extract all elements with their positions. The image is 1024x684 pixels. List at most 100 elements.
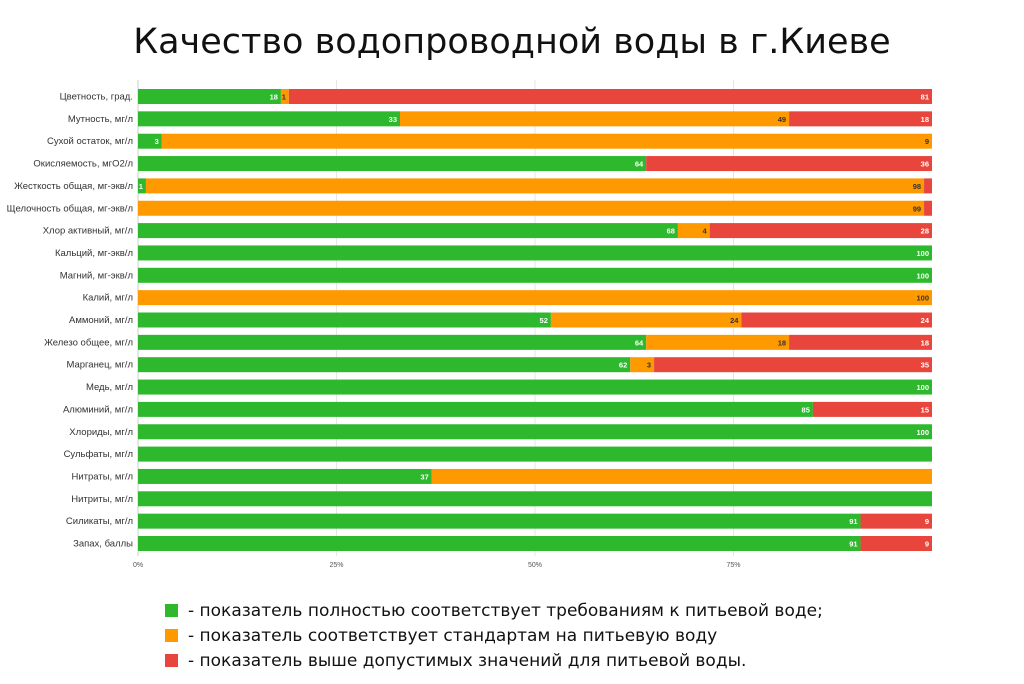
bar-segment: [400, 111, 790, 127]
bar-segment: [138, 223, 678, 239]
bar-segment: [138, 513, 861, 529]
bar-segment: [138, 379, 932, 395]
category-label: Нитриты, мг/л: [71, 494, 133, 505]
data-label: 24: [730, 316, 739, 325]
bar-segment: [924, 200, 932, 216]
bar-segment: [145, 178, 925, 194]
bar-segment: [741, 312, 932, 328]
category-label: Запах, баллы: [73, 539, 133, 550]
data-label: 99: [913, 204, 921, 213]
category-label: Цветность, град.: [60, 92, 133, 103]
category-label: Хлор активный, мг/л: [43, 226, 133, 237]
bar-segment: [280, 89, 289, 104]
legend-item-orange: - показатель соответствует стандартам на…: [165, 623, 823, 648]
bar-segment: [138, 446, 932, 462]
bar-segment: [138, 401, 813, 417]
bar-segment: [812, 401, 932, 417]
data-label: 1: [282, 93, 286, 102]
bar-segment: [630, 357, 655, 373]
data-label: 36: [921, 160, 929, 169]
bar-segment: [138, 89, 281, 104]
data-label: 18: [921, 115, 929, 124]
data-label: 100: [916, 383, 929, 392]
bar-segment: [860, 536, 932, 551]
bar-segment: [138, 468, 432, 484]
data-label: 91: [849, 517, 857, 526]
bar-segment: [654, 357, 932, 373]
bar-segment: [138, 200, 925, 216]
x-tick-label: 75%: [726, 562, 740, 569]
data-label: 91: [849, 540, 857, 549]
data-label: 52: [540, 316, 548, 325]
bar-segment: [138, 491, 932, 507]
category-label: Сульфаты, мг/л: [64, 449, 133, 460]
bar-segment: [138, 536, 861, 551]
data-label: 68: [667, 227, 675, 236]
data-label: 49: [778, 115, 786, 124]
bar-segment: [677, 223, 710, 239]
category-label: Хлориды, мг/л: [69, 427, 133, 438]
category-label: Силикаты, мг/л: [66, 516, 133, 527]
bar-segment: [138, 111, 401, 127]
bar-segment: [709, 223, 932, 239]
bar-segment: [646, 156, 932, 172]
bar-segment: [646, 334, 790, 350]
legend-swatch-orange: [165, 629, 178, 642]
category-label: Сухой остаток, мг/л: [47, 136, 133, 147]
bar-segment: [860, 513, 932, 529]
data-label: 9: [925, 540, 929, 549]
data-label: 100: [916, 294, 929, 303]
category-label: Медь, мг/л: [86, 382, 133, 393]
category-label: Щелочность общая, мг-экв/л: [7, 203, 133, 214]
category-label: Жесткость общая, мг-экв/л: [14, 181, 133, 192]
bar-segment: [138, 156, 647, 172]
category-label: Марганец, мг/л: [66, 360, 133, 371]
bar-segment: [431, 468, 932, 484]
data-label: 28: [921, 227, 929, 236]
data-label: 100: [916, 428, 929, 437]
x-tick-label: 0%: [133, 562, 143, 569]
data-label: 62: [619, 361, 627, 370]
data-label: 18: [921, 338, 929, 347]
data-label: 3: [155, 137, 159, 146]
data-label: 81: [921, 93, 929, 102]
data-label: 64: [635, 338, 644, 347]
data-label: 1: [139, 182, 143, 191]
bar-segment: [924, 178, 932, 194]
data-label: 9: [925, 517, 929, 526]
bar-segment: [789, 334, 932, 350]
data-label: 4: [703, 227, 708, 236]
data-label: 37: [420, 472, 428, 481]
legend-item-green: - показатель полностью соответствует тре…: [165, 598, 823, 623]
data-label: 3: [647, 361, 651, 370]
data-label: 85: [802, 405, 810, 414]
legend-text-green: - показатель полностью соответствует тре…: [188, 600, 823, 621]
legend-item-red: - показатель выше допустимых значений дл…: [165, 648, 823, 673]
category-label: Магний, мг-экв/л: [60, 270, 133, 281]
bar-segment: [138, 357, 631, 373]
stacked-bar-chart: 0% 25% 50% 75%Цветность, град. 18 1 81Мутность…: [7, 80, 932, 569]
data-label: 9: [925, 137, 929, 146]
bar-segment: [138, 133, 162, 149]
bar-segment: [138, 267, 932, 283]
data-label: 64: [635, 160, 644, 169]
bar-segment: [161, 133, 932, 149]
legend-text-orange: - показатель соответствует стандартам на…: [188, 625, 718, 646]
data-label: 18: [270, 93, 278, 102]
bar-segment: [138, 334, 647, 350]
bar-segment: [550, 312, 742, 328]
bar-segment: [138, 178, 146, 194]
legend: - показатель полностью соответствует тре…: [165, 598, 823, 673]
category-label: Аммоний, мг/л: [69, 315, 133, 326]
category-label: Железо общее, мг/л: [44, 337, 133, 348]
bar-segment: [138, 424, 932, 440]
x-tick-label: 50%: [528, 562, 542, 569]
bar-segment: [789, 111, 932, 127]
category-label: Калий, мг/л: [83, 293, 133, 304]
legend-swatch-green: [165, 604, 178, 617]
bar-segment: [138, 290, 932, 306]
bar-segment: [138, 312, 551, 328]
category-label: Окисляемость, мгО2/л: [33, 159, 133, 170]
category-label: Мутность, мг/л: [68, 114, 133, 125]
data-label: 100: [916, 271, 929, 280]
